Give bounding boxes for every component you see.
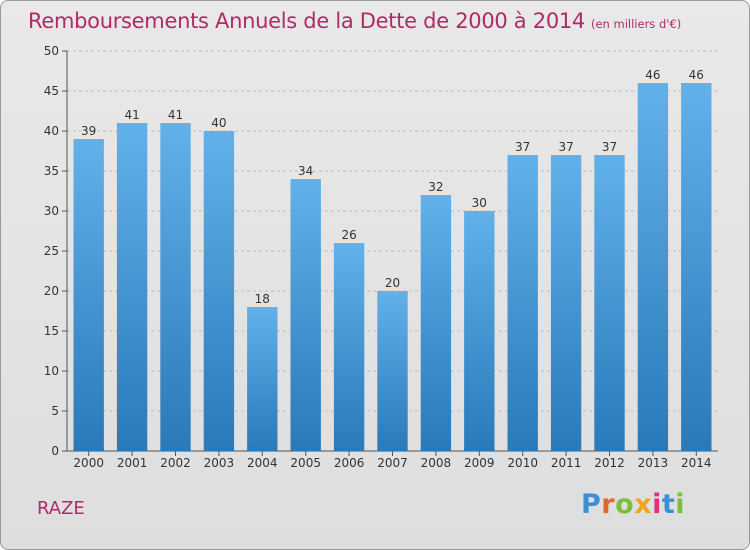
chart-title-text: Remboursements Annuels de la Dette de 20…: [28, 9, 585, 33]
place-name: RAZE: [37, 498, 85, 519]
data-label-2000: 39: [81, 124, 96, 138]
data-label-2002: 41: [168, 108, 183, 122]
bar-2002: [160, 123, 191, 451]
bar-2013: [637, 83, 669, 451]
x-tick-label-2013: 2013: [638, 456, 669, 470]
labels: 39 41 41 40 18 34 26 20 32 30 37 37 37 46 46: [81, 68, 704, 306]
proxiti-logo: Proxiti: [581, 489, 685, 520]
bar-2006: [333, 243, 365, 451]
data-label-2007: 20: [385, 276, 400, 290]
chart-title: Remboursements Annuels de la Dette de 20…: [28, 9, 681, 33]
x-tick-label-2012: 2012: [594, 456, 625, 470]
bar-2009: [464, 211, 495, 451]
data-label-2001: 41: [124, 108, 139, 122]
y-tick-label: 30: [44, 204, 59, 218]
bar-2010: [507, 155, 538, 451]
y-tick-label: 10: [44, 364, 59, 378]
logo-letter: t: [661, 489, 676, 520]
x-tick-label-2005: 2005: [290, 456, 321, 470]
data-label-2005: 34: [298, 164, 313, 178]
y-tick-label: 5: [51, 404, 59, 418]
data-label-2013: 46: [645, 68, 660, 82]
x-tick-label-2003: 2003: [204, 456, 235, 470]
x-tick-label-2010: 2010: [507, 456, 538, 470]
bar-2005: [290, 179, 321, 451]
logo-letter: x: [634, 489, 653, 520]
bar-2003: [203, 131, 235, 451]
x-tick-label-2004: 2004: [247, 456, 278, 470]
x-tick-label-2014: 2014: [681, 456, 712, 470]
y-tick-label: 0: [51, 444, 59, 458]
bar-2014: [681, 83, 712, 451]
y-tick-label: 25: [44, 244, 59, 258]
data-label-2008: 32: [428, 180, 443, 194]
x-tick-label-2011: 2011: [551, 456, 582, 470]
x-tick-label-2001: 2001: [117, 456, 148, 470]
x-tick-label-2009: 2009: [464, 456, 495, 470]
logo-letter: i: [652, 489, 662, 520]
bar-2011: [550, 155, 582, 451]
y-tick-label: 20: [44, 284, 59, 298]
y-tick-label: 15: [44, 324, 59, 338]
bar-2001: [116, 123, 148, 451]
y-tick-label: 45: [44, 84, 59, 98]
bar-2008: [420, 195, 452, 451]
data-label-2012: 37: [602, 140, 617, 154]
chart-subtitle: (en milliers d'€): [591, 17, 682, 31]
data-label-2010: 37: [515, 140, 530, 154]
data-label-2011: 37: [558, 140, 573, 154]
data-label-2006: 26: [341, 228, 356, 242]
data-label-2003: 40: [211, 116, 226, 130]
x-tick-label-2008: 2008: [421, 456, 452, 470]
logo-letter: o: [615, 489, 635, 520]
y-tick-label: 50: [44, 44, 59, 58]
y-tick-label: 35: [44, 164, 59, 178]
bar-2004: [247, 307, 278, 451]
x-tick-label-2006: 2006: [334, 456, 365, 470]
x-tick-label-2007: 2007: [377, 456, 408, 470]
bar-2007: [377, 291, 408, 451]
x-tick-label-2000: 2000: [73, 456, 104, 470]
data-label-2004: 18: [255, 292, 270, 306]
bar-2000: [73, 139, 104, 451]
logo-letter: P: [581, 489, 602, 520]
data-label-2009: 30: [472, 196, 487, 210]
data-label-2014: 46: [689, 68, 704, 82]
logo-letter: i: [675, 489, 686, 520]
logo-letter: r: [601, 489, 616, 520]
axes: 0 5 10 15 20 25 30 35 40 45 50 2000 2001 2002 2003 2004…: [44, 44, 718, 470]
bar-2012: [594, 155, 625, 451]
bars: [73, 83, 712, 451]
x-tick-label-2002: 2002: [160, 456, 191, 470]
y-tick-label: 40: [44, 124, 59, 138]
